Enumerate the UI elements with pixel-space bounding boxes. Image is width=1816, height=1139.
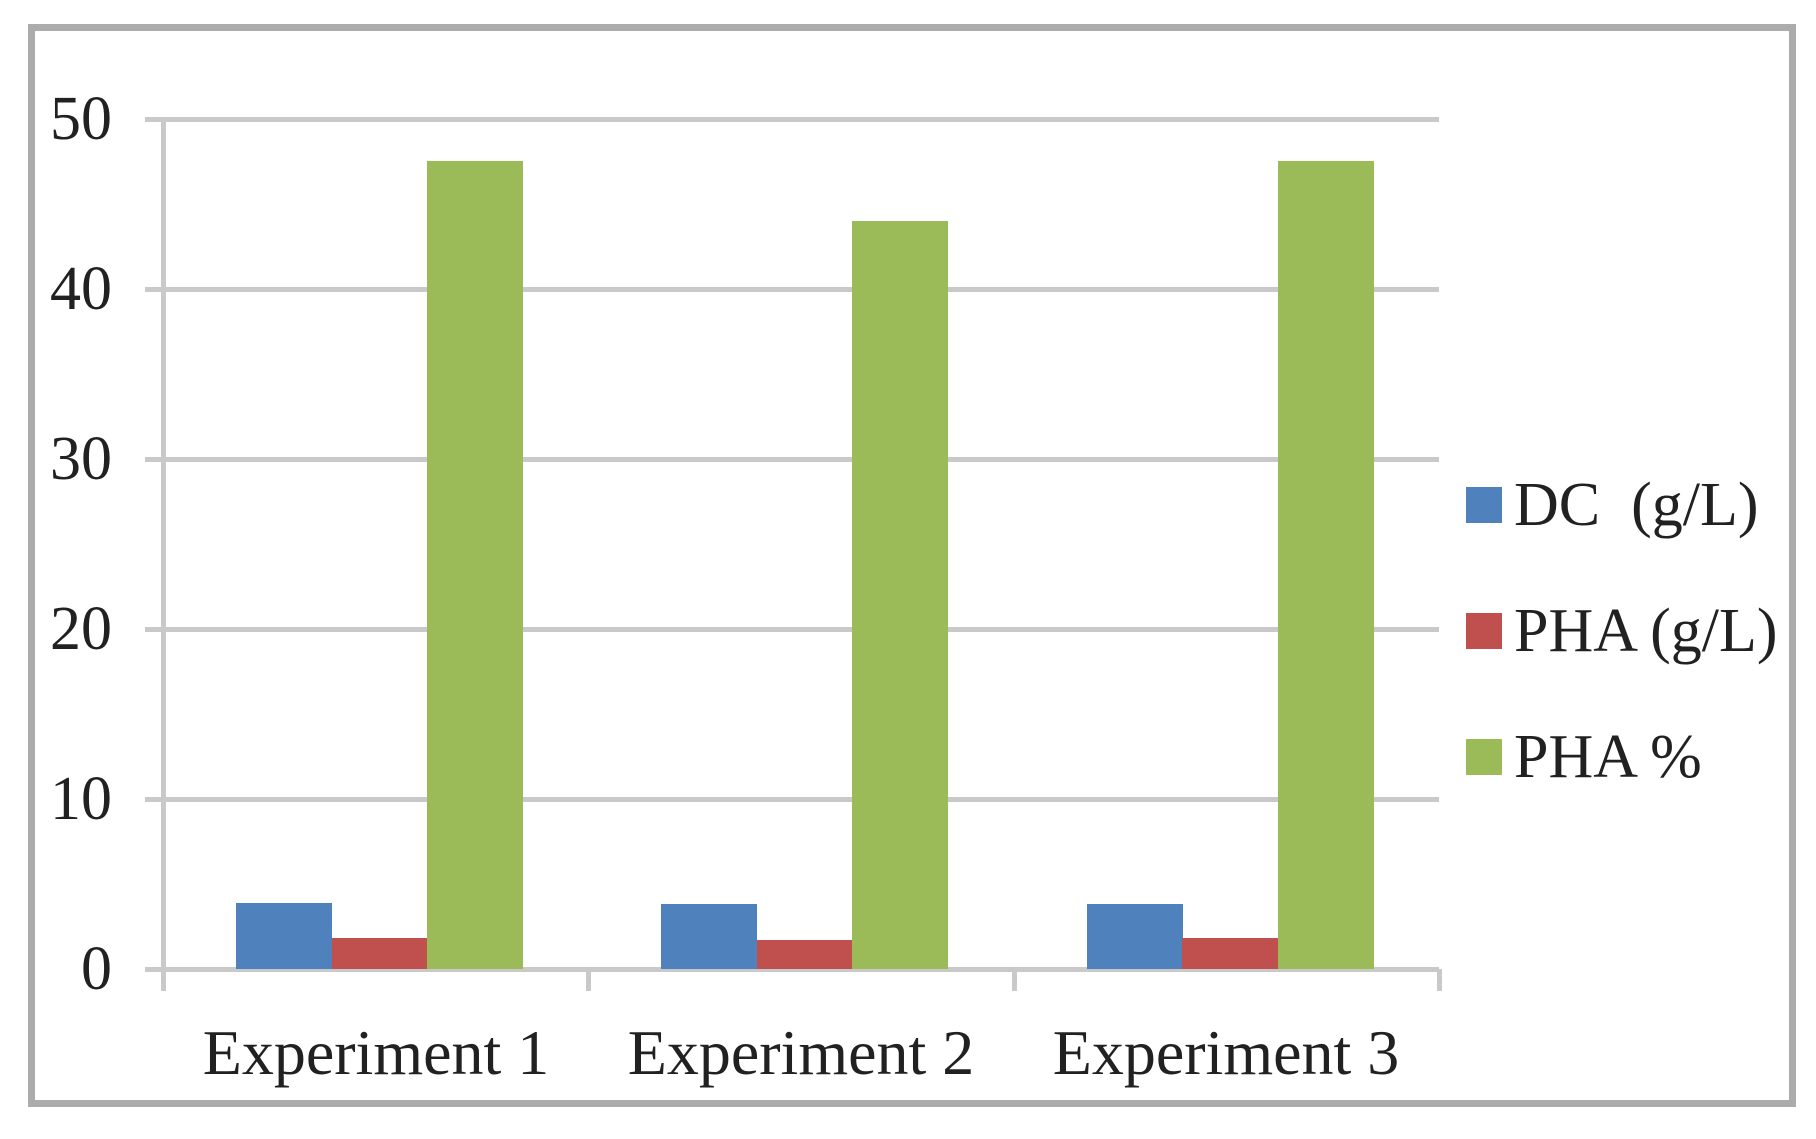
gridline-y-30 [145, 457, 1439, 462]
y-tick-label-20: 20 [50, 595, 112, 663]
legend-item-dc-g-l: DC (g/L) [1466, 474, 1759, 536]
x-category-label-3: Experiment 3 [1052, 1017, 1400, 1088]
y-tick-label-40: 40 [50, 255, 112, 323]
legend-swatch-pha-g-l-icon [1466, 613, 1502, 649]
bar-dc-g-l-exp2 [661, 904, 757, 969]
legend-label-pha-pct: PHA % [1514, 723, 1702, 791]
x-category-label-1: Experiment 1 [202, 1017, 550, 1088]
y-tick-label-30: 30 [50, 425, 112, 493]
x-axis-category-tick [1012, 969, 1017, 991]
x-category-label-2: Experiment 2 [627, 1017, 975, 1088]
y-axis-line [161, 117, 166, 991]
bar-pha-pct-exp2 [852, 221, 948, 969]
gridline-y-10 [145, 797, 1439, 802]
y-tick-label-50: 50 [50, 85, 112, 153]
gridline-y-20 [145, 627, 1439, 632]
gridline-y-40 [145, 287, 1439, 292]
legend-item-pha-pct: PHA % [1466, 726, 1702, 788]
bar-pha-g-l-exp2 [757, 940, 853, 969]
chart-border-frame [28, 24, 1796, 1107]
x-axis-category-tick [586, 969, 591, 991]
gridline-y-50 [145, 117, 1439, 122]
bar-dc-g-l-exp3 [1087, 904, 1183, 969]
bar-dc-g-l-exp1 [236, 903, 332, 969]
legend-label-pha-g-l: PHA (g/L) [1514, 597, 1778, 665]
legend-item-pha-g-l: PHA (g/L) [1466, 600, 1778, 662]
y-tick-label-0: 0 [81, 935, 112, 1003]
bar-pha-g-l-exp3 [1182, 938, 1278, 969]
legend-label-dc-g-l: DC (g/L) [1514, 471, 1759, 539]
x-axis-category-tick [1437, 969, 1442, 991]
legend-swatch-pha-pct-icon [1466, 739, 1502, 775]
legend-swatch-dc-g-l-icon [1466, 487, 1502, 523]
bar-pha-pct-exp3 [1278, 161, 1374, 969]
bar-pha-pct-exp1 [427, 161, 523, 969]
y-tick-label-10: 10 [50, 765, 112, 833]
bar-pha-g-l-exp1 [332, 938, 428, 969]
x-axis-line [145, 967, 1439, 972]
